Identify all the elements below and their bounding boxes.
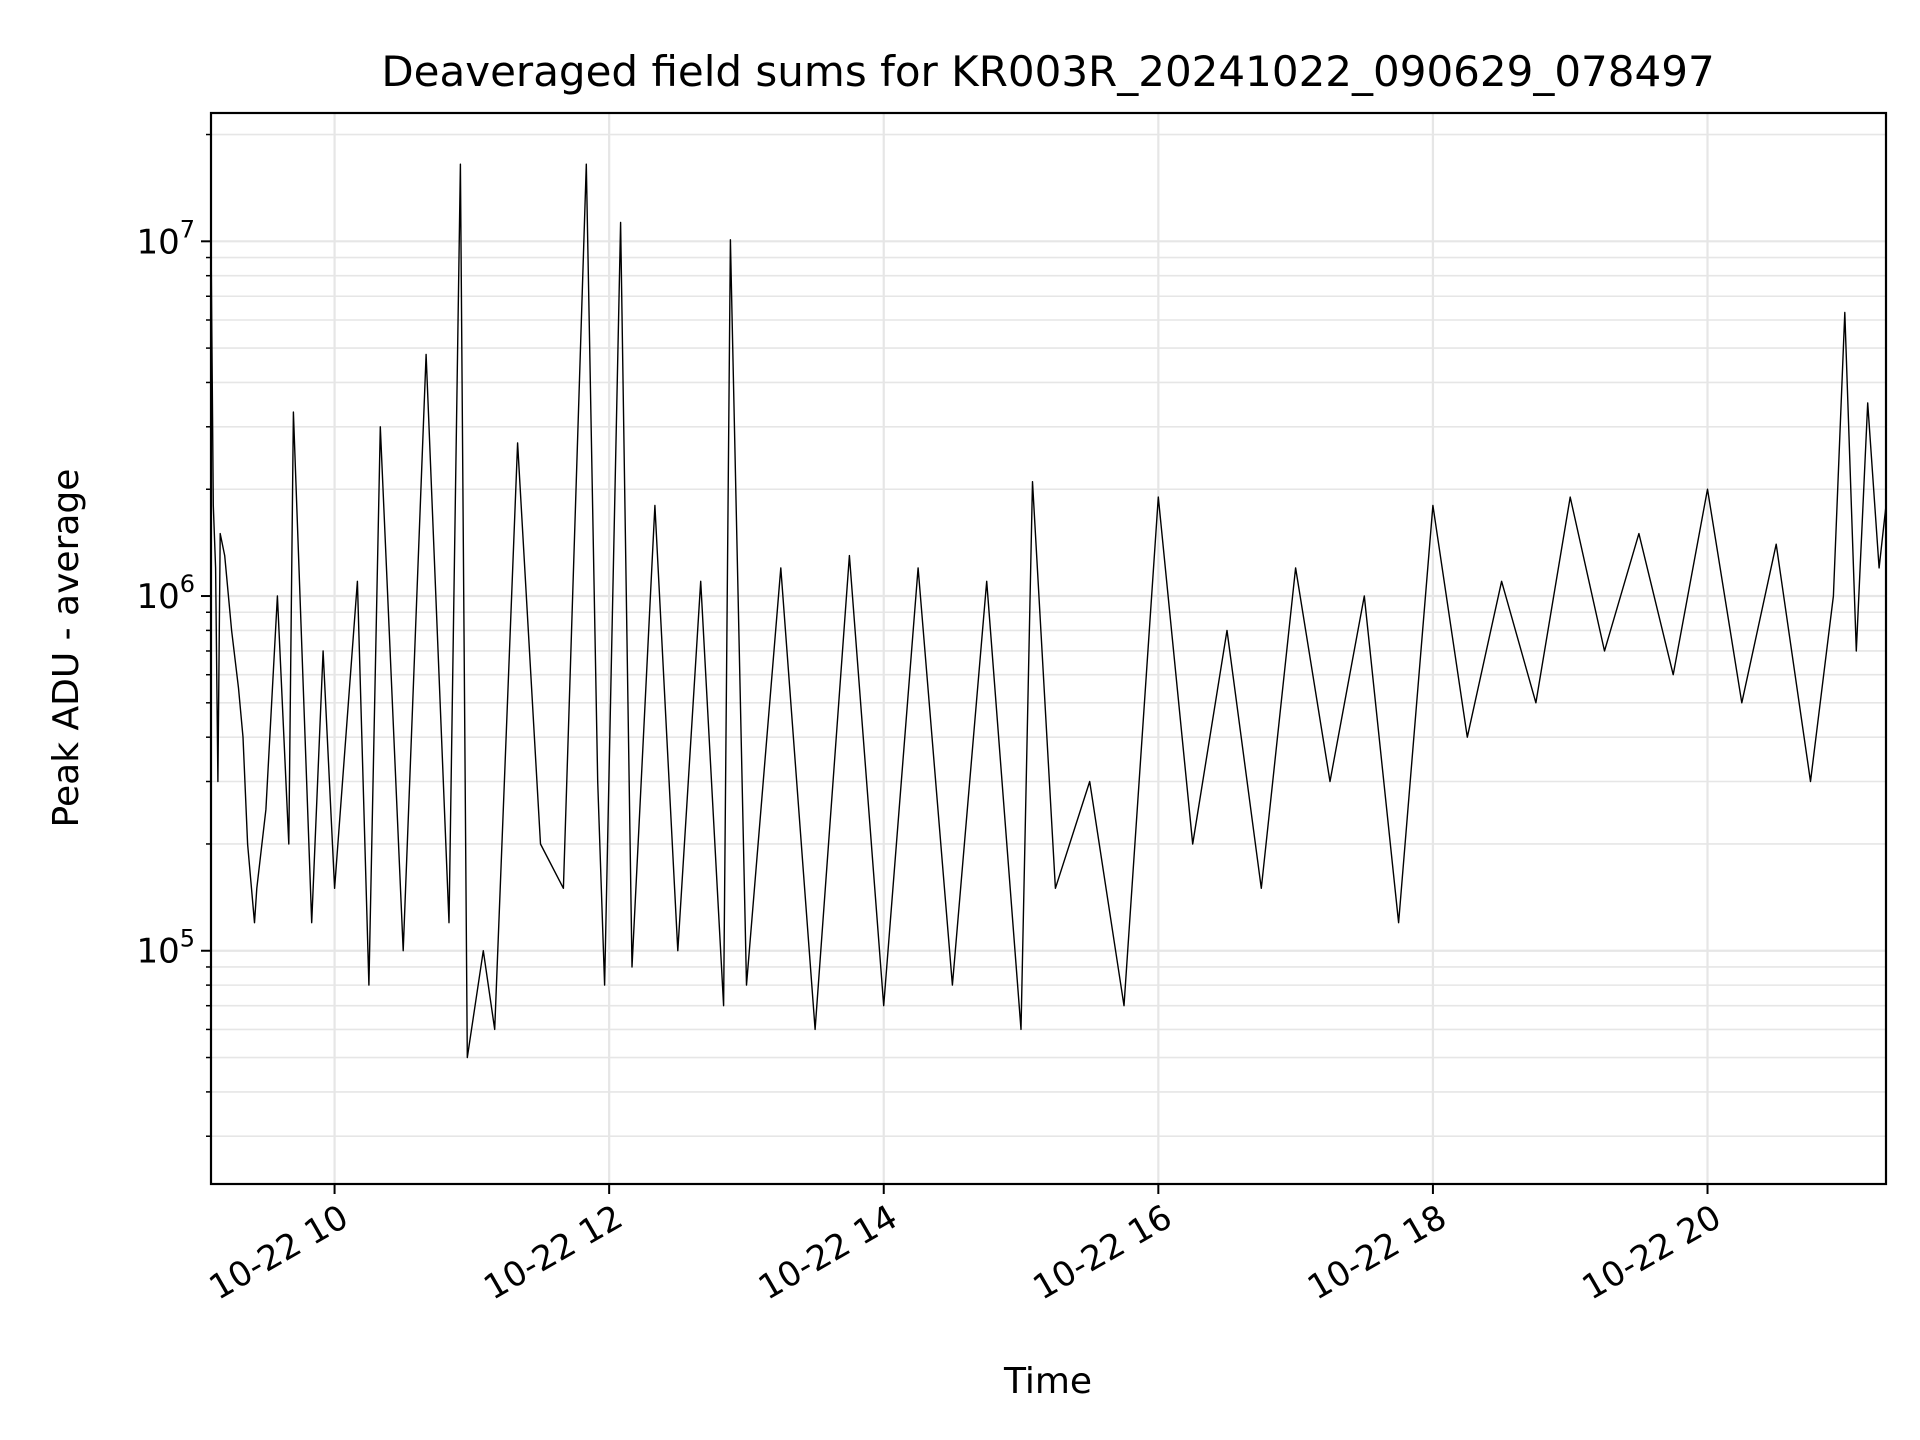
y-axis-label: Peak ADU - average [46,469,87,828]
y-tick-label: 107 [136,215,195,262]
grid [211,113,1886,1184]
chart-title: Deaveraged field sums for KR003R_2024102… [381,47,1714,96]
x-axis-label: Time [1003,1361,1092,1402]
plot-series [210,163,1887,1059]
series-line [210,163,1887,1059]
plot-frame [209,111,1888,1186]
